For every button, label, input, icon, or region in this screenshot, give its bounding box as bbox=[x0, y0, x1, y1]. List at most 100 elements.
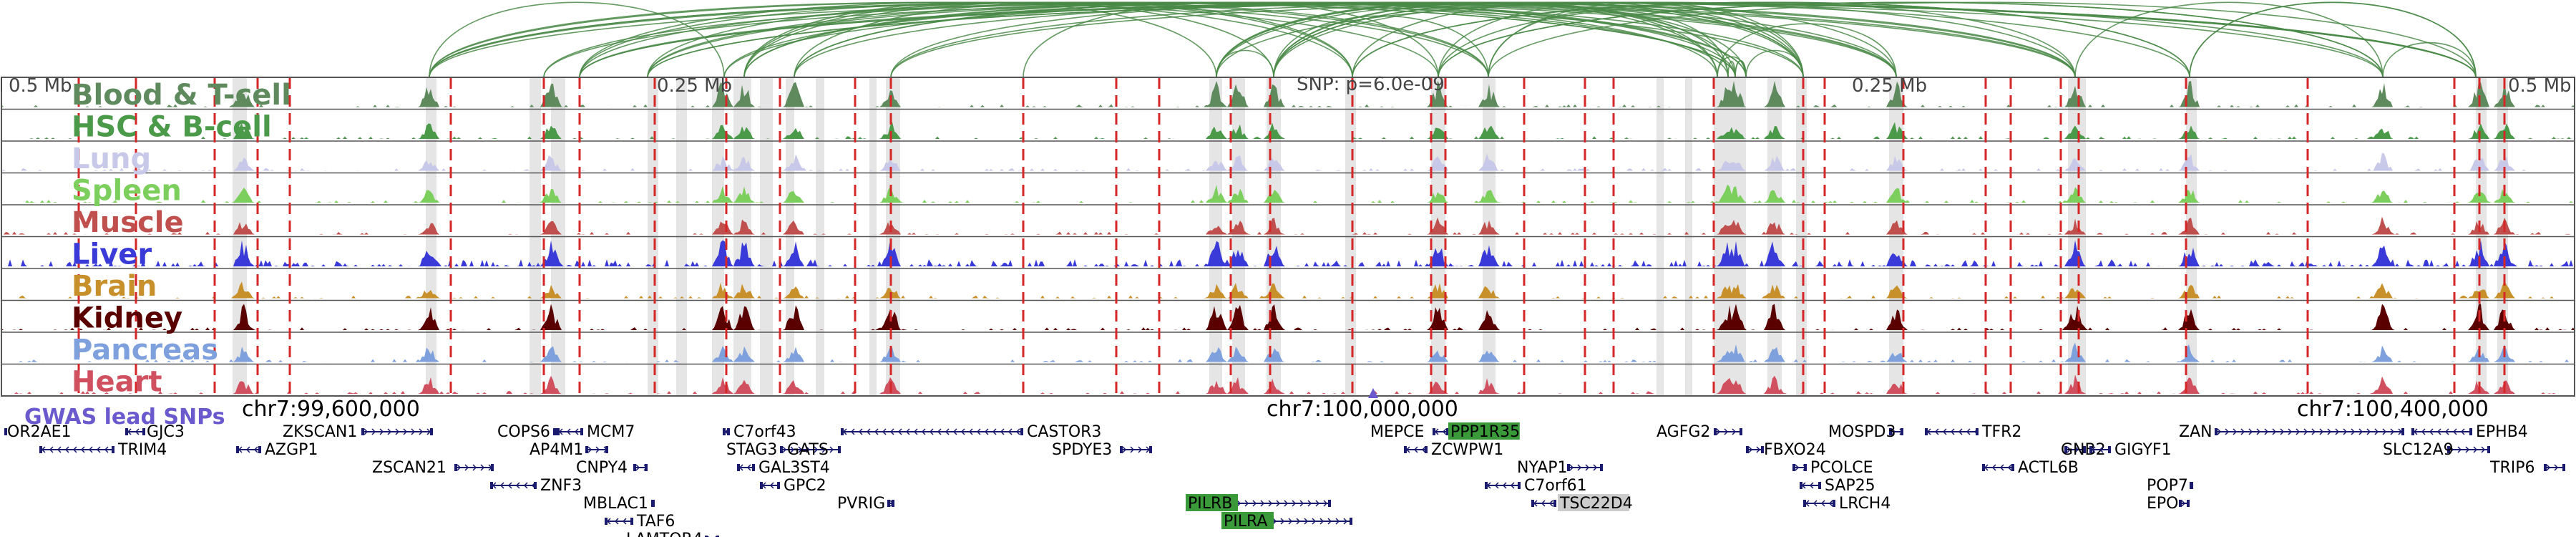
exon bbox=[760, 482, 763, 489]
strand-chevron bbox=[104, 446, 109, 453]
strand-chevron bbox=[1343, 518, 1348, 525]
gene-label: FBXO24 bbox=[1764, 441, 1826, 459]
strand-chevron bbox=[1577, 464, 1582, 471]
gene-or2ae1: OR2AE1 bbox=[4, 423, 72, 441]
gene-label: ZKSCAN1 bbox=[283, 423, 357, 441]
gene-zcwpw1: ZCWPW1 bbox=[1404, 441, 1503, 459]
gene-label: COPS6 bbox=[497, 423, 550, 441]
loop-arc bbox=[429, 1, 1489, 78]
strand-chevron bbox=[2099, 446, 2104, 453]
strand-chevron bbox=[635, 464, 640, 471]
exon bbox=[1976, 428, 1979, 435]
loop-arc bbox=[1216, 49, 1274, 78]
strand-chevron bbox=[850, 428, 855, 435]
strand-chevron bbox=[1307, 500, 1312, 507]
exon bbox=[630, 518, 633, 525]
track-label-pancreas: Pancreas bbox=[72, 334, 218, 367]
strand-chevron bbox=[1122, 446, 1127, 453]
strand-chevron bbox=[574, 428, 579, 435]
gene-label: AZGP1 bbox=[265, 441, 318, 459]
strand-chevron bbox=[798, 446, 803, 453]
track-label-muscle: Muscle bbox=[72, 206, 184, 239]
exon bbox=[727, 428, 730, 435]
scale-mid-left-label: 0.25 Mb bbox=[657, 75, 732, 97]
strand-chevron bbox=[1244, 500, 1249, 507]
signal-pancreas bbox=[1, 342, 2575, 362]
exon bbox=[1350, 518, 1352, 525]
strand-chevron bbox=[2546, 464, 2551, 471]
gene-znf3: ZNF3 bbox=[490, 477, 582, 495]
strand-chevron bbox=[2217, 428, 2222, 435]
strand-chevron bbox=[960, 428, 965, 435]
exon bbox=[2190, 482, 2193, 489]
strand-chevron bbox=[464, 464, 469, 471]
exon bbox=[2215, 428, 2218, 435]
gene-label: AP4M1 bbox=[530, 441, 583, 459]
gene-label: ZAN bbox=[2179, 423, 2212, 441]
gene-pvrig: PVRIG bbox=[837, 495, 894, 513]
gene-c7orf61: C7orf61 bbox=[1485, 477, 1587, 495]
strand-chevron bbox=[929, 428, 934, 435]
gene-agfg2: AGFG2 bbox=[1657, 423, 1742, 441]
gene-c7orf43: C7orf43 bbox=[723, 423, 796, 441]
strand-chevron bbox=[2233, 428, 2238, 435]
exon bbox=[534, 482, 537, 489]
strand-chevron bbox=[1809, 482, 1814, 489]
strand-chevron bbox=[1312, 518, 1317, 525]
gene-label: PPP1R35 bbox=[1450, 423, 1520, 441]
exon bbox=[490, 482, 493, 489]
gene-pilra: PILRA bbox=[1221, 512, 1352, 531]
strand-chevron bbox=[2473, 446, 2478, 453]
gwas-snp-marker bbox=[1368, 388, 1378, 398]
exon bbox=[1020, 428, 1023, 435]
gene-sap25: SAP25 bbox=[1800, 477, 1875, 495]
strand-chevron bbox=[937, 428, 942, 435]
strand-chevron bbox=[1015, 428, 1020, 435]
exon bbox=[454, 464, 457, 471]
gene-spdye3: SPDYE3 bbox=[1052, 441, 1152, 459]
gene-mblac1: MBLAC1 bbox=[583, 495, 655, 513]
loop-arc bbox=[1717, 23, 1897, 78]
exon bbox=[236, 446, 239, 453]
gene-zkscan1: ZKSCAN1 bbox=[283, 423, 433, 441]
exon bbox=[1746, 446, 1749, 453]
exon bbox=[838, 446, 841, 453]
gene-label: C7orf61 bbox=[1524, 477, 1587, 495]
strand-chevron bbox=[1569, 464, 1574, 471]
strand-chevron bbox=[1958, 428, 1963, 435]
exon bbox=[1982, 464, 1985, 471]
strand-chevron bbox=[2181, 500, 2186, 507]
exon bbox=[705, 536, 708, 537]
strand-chevron bbox=[457, 464, 462, 471]
exon bbox=[1433, 428, 1435, 435]
strand-chevron bbox=[480, 464, 485, 471]
strand-chevron bbox=[1304, 518, 1309, 525]
strand-chevron bbox=[2303, 428, 2308, 435]
gene-label: SPDYE3 bbox=[1052, 441, 1112, 459]
exon bbox=[1531, 500, 1534, 507]
exon bbox=[1567, 464, 1570, 471]
gene-gal3st4: GAL3ST4 bbox=[737, 459, 830, 477]
track-label-liver: Liver bbox=[72, 238, 152, 271]
gene-label: GPC2 bbox=[784, 477, 826, 495]
strand-chevron bbox=[595, 446, 600, 453]
exon bbox=[554, 428, 557, 435]
loop-arc bbox=[1735, 60, 1747, 78]
exon bbox=[4, 428, 7, 435]
strand-chevron bbox=[905, 428, 910, 435]
strand-chevron bbox=[1000, 428, 1005, 435]
exon bbox=[2089, 446, 2092, 453]
strand-chevron bbox=[371, 428, 376, 435]
loop-arc bbox=[1488, 1, 2477, 78]
gene-gigyf1: GIGYF1 bbox=[2089, 441, 2172, 459]
gene-highlight-bg bbox=[1221, 512, 1274, 529]
strand-chevron bbox=[1276, 500, 1281, 507]
chrom-coord-2: chr7:100,000,000 bbox=[1267, 397, 1458, 422]
gene-label: LAMTOR4 bbox=[626, 531, 703, 537]
exon bbox=[258, 446, 261, 453]
gene-label: NYAP1 bbox=[1517, 459, 1568, 477]
track-label-spleen: Spleen bbox=[72, 175, 182, 208]
